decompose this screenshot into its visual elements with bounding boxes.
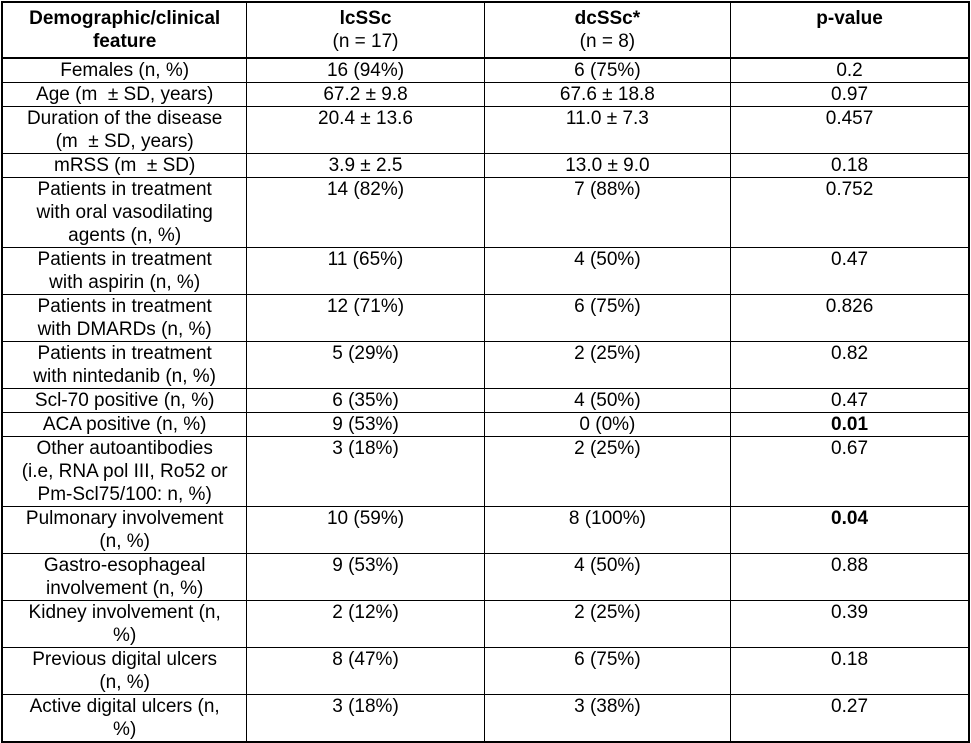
feature-cell: Active digital ulcers (n, %) bbox=[1, 694, 248, 743]
feature-cell: Other autoantibodies (i.e, RNA pol III, … bbox=[1, 436, 248, 507]
feature-cell: Patients in treatment with aspirin (n, %… bbox=[1, 247, 248, 295]
dcssc-cell: 6 (75%) bbox=[483, 294, 732, 342]
dcssc-group-label: dcSSc* bbox=[574, 8, 641, 29]
dcssc-cell: 2 (25%) bbox=[483, 600, 732, 648]
table-row: ACA positive (n, %) 9 (53%) 0 (0%) 0.01 bbox=[1, 412, 970, 437]
pvalue-cell: 0.82 bbox=[730, 341, 970, 389]
lcssc-cell: 67.2 ± 9.8 bbox=[246, 82, 485, 107]
pvalue-cell: 0.752 bbox=[730, 177, 970, 248]
dcssc-cell: 2 (25%) bbox=[483, 436, 732, 507]
pvalue-cell: 0.47 bbox=[730, 247, 970, 295]
dcssc-cell: 4 (50%) bbox=[483, 553, 732, 601]
pvalue-cell: 0.47 bbox=[730, 388, 970, 413]
dcssc-cell: 11.0 ± 7.3 bbox=[483, 106, 732, 154]
dcssc-cell: 7 (88%) bbox=[483, 177, 732, 248]
table-row: Pulmonary involvement (n, %) 10 (59%) 8 … bbox=[1, 506, 970, 554]
dcssc-cell: 13.0 ± 9.0 bbox=[483, 153, 732, 178]
lcssc-cell: 10 (59%) bbox=[246, 506, 485, 554]
dcssc-cell: 6 (75%) bbox=[483, 57, 732, 83]
dcssc-cell: 67.6 ± 18.8 bbox=[483, 82, 732, 107]
feature-cell: ACA positive (n, %) bbox=[1, 412, 248, 437]
feature-cell: Females (n, %) bbox=[1, 57, 248, 83]
feature-cell: Patients in treatment with DMARDs (n, %) bbox=[1, 294, 248, 342]
pvalue-cell: 0.2 bbox=[730, 57, 970, 83]
dcssc-cell: 3 (38%) bbox=[483, 694, 732, 743]
pvalue-cell: 0.97 bbox=[730, 82, 970, 107]
table-row: Active digital ulcers (n, %) 3 (18%) 3 (… bbox=[1, 694, 970, 743]
feature-cell: Age (m ± SD, years) bbox=[1, 82, 248, 107]
pvalue-cell: 0.18 bbox=[730, 153, 970, 178]
feature-cell: Duration of the disease (m ± SD, years) bbox=[1, 106, 248, 154]
pvalue-column-header: p-value bbox=[730, 1, 970, 59]
feature-cell: Previous digital ulcers (n, %) bbox=[1, 647, 248, 695]
lcssc-cell: 6 (35%) bbox=[246, 388, 485, 413]
dcssc-cell: 8 (100%) bbox=[483, 506, 732, 554]
feature-cell: Scl-70 positive (n, %) bbox=[1, 388, 248, 413]
feature-cell: Gastro-esophageal involvement (n, %) bbox=[1, 553, 248, 601]
dcssc-cell: 0 (0%) bbox=[483, 412, 732, 437]
lcssc-cell: 9 (53%) bbox=[246, 412, 485, 437]
table-row: Patients in treatment with aspirin (n, %… bbox=[1, 247, 970, 295]
feature-cell: Kidney involvement (n, %) bbox=[1, 600, 248, 648]
dcssc-column-header: dcSSc* (n = 8) bbox=[483, 1, 732, 59]
lcssc-cell: 3.9 ± 2.5 bbox=[246, 153, 485, 178]
lcssc-cell: 12 (71%) bbox=[246, 294, 485, 342]
pvalue-cell: 0.27 bbox=[730, 694, 970, 743]
pvalue-cell: 0.457 bbox=[730, 106, 970, 154]
table-row: Patients in treatment with oral vasodila… bbox=[1, 177, 970, 248]
lcssc-cell: 3 (18%) bbox=[246, 436, 485, 507]
lcssc-cell: 11 (65%) bbox=[246, 247, 485, 295]
table-row: Age (m ± SD, years) 67.2 ± 9.8 67.6 ± 18… bbox=[1, 82, 970, 107]
lcssc-sample-size: (n = 17) bbox=[332, 31, 399, 52]
feature-cell: Patients in treatment with nintedanib (n… bbox=[1, 341, 248, 389]
table-row: Gastro-esophageal involvement (n, %) 9 (… bbox=[1, 553, 970, 601]
table-row: Kidney involvement (n, %) 2 (12%) 2 (25%… bbox=[1, 600, 970, 648]
pvalue-cell: 0.39 bbox=[730, 600, 970, 648]
feature-cell: Patients in treatment with oral vasodila… bbox=[1, 177, 248, 248]
lcssc-cell: 8 (47%) bbox=[246, 647, 485, 695]
table-row: mRSS (m ± SD) 3.9 ± 2.5 13.0 ± 9.0 0.18 bbox=[1, 153, 970, 178]
feature-column-header: Demographic/clinical feature bbox=[1, 1, 248, 59]
header-row: Demographic/clinical feature lcSSc (n = … bbox=[1, 1, 970, 59]
lcssc-cell: 2 (12%) bbox=[246, 600, 485, 648]
table-row: Patients in treatment with DMARDs (n, %)… bbox=[1, 294, 970, 342]
table-row: Previous digital ulcers (n, %) 8 (47%) 6… bbox=[1, 647, 970, 695]
feature-cell: Pulmonary involvement (n, %) bbox=[1, 506, 248, 554]
table-body: Females (n, %) 16 (94%) 6 (75%) 0.2 Age … bbox=[1, 57, 970, 743]
table-row: Females (n, %) 16 (94%) 6 (75%) 0.2 bbox=[1, 57, 970, 83]
dcssc-cell: 2 (25%) bbox=[483, 341, 732, 389]
table-row: Patients in treatment with nintedanib (n… bbox=[1, 341, 970, 389]
lcssc-cell: 5 (29%) bbox=[246, 341, 485, 389]
table-row: Other autoantibodies (i.e, RNA pol III, … bbox=[1, 436, 970, 507]
lcssc-cell: 16 (94%) bbox=[246, 57, 485, 83]
table-row: Duration of the disease (m ± SD, years) … bbox=[1, 106, 970, 154]
lcssc-cell: 9 (53%) bbox=[246, 553, 485, 601]
dcssc-cell: 6 (75%) bbox=[483, 647, 732, 695]
dcssc-sample-size: (n = 8) bbox=[579, 31, 636, 52]
pvalue-cell: 0.18 bbox=[730, 647, 970, 695]
pvalue-cell: 0.01 bbox=[730, 412, 970, 437]
lcssc-cell: 14 (82%) bbox=[246, 177, 485, 248]
lcssc-group-label: lcSSc bbox=[339, 8, 392, 29]
pvalue-cell: 0.88 bbox=[730, 553, 970, 601]
lcssc-cell: 3 (18%) bbox=[246, 694, 485, 743]
pvalue-cell: 0.04 bbox=[730, 506, 970, 554]
table-row: Scl-70 positive (n, %) 6 (35%) 4 (50%) 0… bbox=[1, 388, 970, 413]
feature-cell: mRSS (m ± SD) bbox=[1, 153, 248, 178]
lcssc-cell: 20.4 ± 13.6 bbox=[246, 106, 485, 154]
lcssc-column-header: lcSSc (n = 17) bbox=[246, 1, 485, 59]
dcssc-cell: 4 (50%) bbox=[483, 388, 732, 413]
pvalue-cell: 0.826 bbox=[730, 294, 970, 342]
pvalue-cell: 0.67 bbox=[730, 436, 970, 507]
dcssc-cell: 4 (50%) bbox=[483, 247, 732, 295]
